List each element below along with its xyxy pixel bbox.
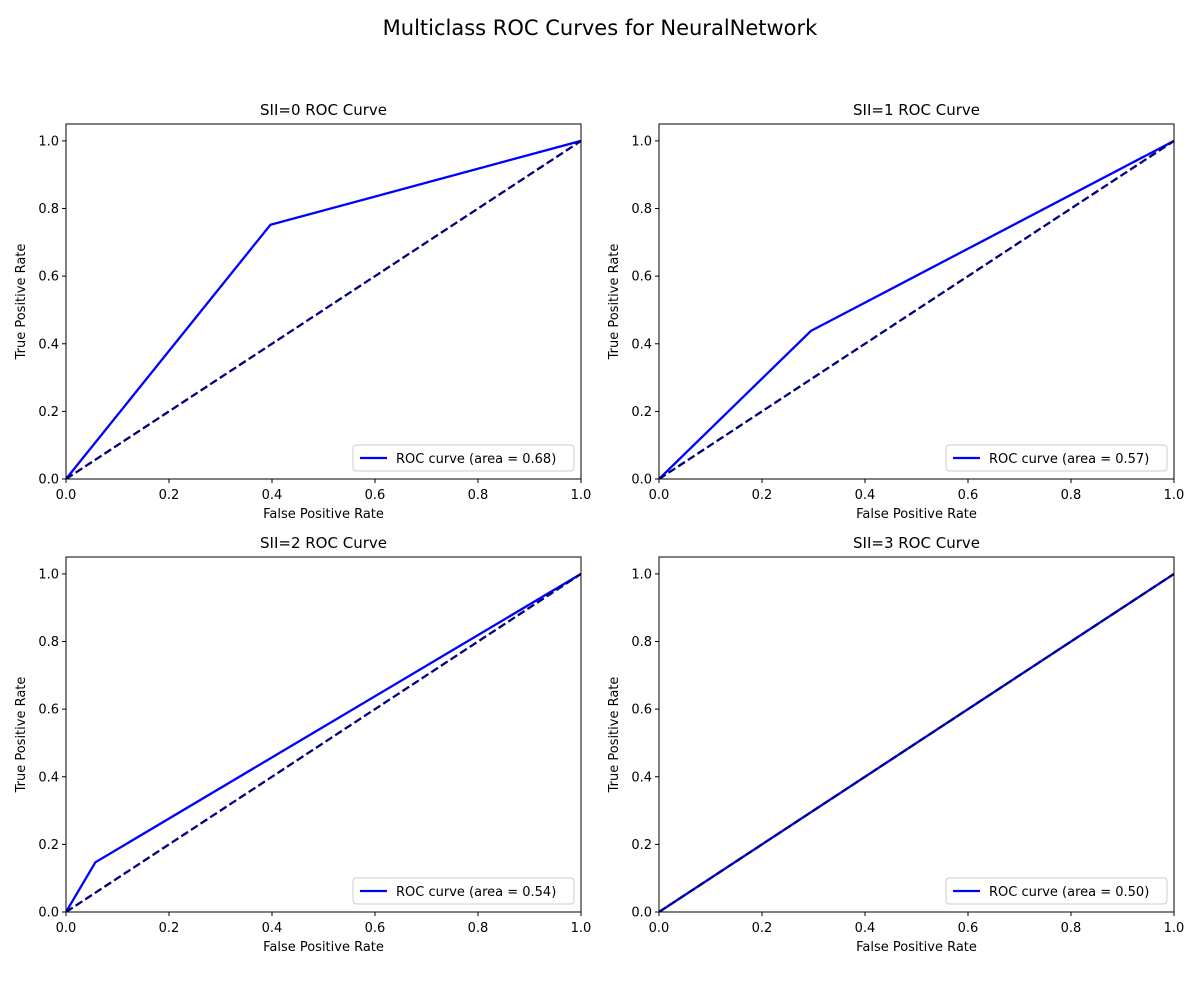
x-tick-label: 0.6 [958, 488, 979, 503]
y-tick-label: 1.0 [38, 567, 59, 582]
y-tick-label: 0.0 [631, 906, 652, 921]
x-tick-label: 0.4 [262, 921, 283, 936]
x-axis-label: False Positive Rate [856, 507, 977, 522]
x-tick-label: 0.0 [649, 488, 670, 503]
x-tick-label: 1.0 [571, 921, 592, 936]
y-tick-label: 0.8 [38, 202, 59, 217]
x-tick-label: 0.8 [1061, 921, 1082, 936]
x-tick-label: 1.0 [1164, 921, 1185, 936]
x-tick-label: 0.0 [56, 921, 77, 936]
figure-title: Multiclass ROC Curves for NeuralNetwork [382, 16, 818, 40]
subplot-title: SII=3 ROC Curve [853, 534, 980, 552]
legend-box [352, 877, 575, 905]
roc-curve-line [659, 139, 1174, 479]
y-axis-label: True Positive Rate [14, 244, 29, 361]
subplot-0: SII=0 ROC Curve 0.0 0.2 0.4 0.6 0.8 1.0 0.0 0.2 0… [14, 101, 591, 522]
chance-diagonal-line [66, 572, 581, 912]
x-tick-label: 0.2 [159, 488, 180, 503]
x-tick-label: 0.6 [365, 921, 386, 936]
y-tick-label: 0.0 [38, 906, 59, 921]
y-tick-label: 0.4 [38, 337, 59, 352]
roc-curve-line [66, 572, 581, 912]
y-tick-label: 0.0 [38, 473, 59, 488]
legend-label: ROC curve (area = 0.54) [396, 885, 556, 900]
y-tick-label: 0.2 [631, 405, 652, 420]
axes-frame [658, 556, 1175, 913]
legend-box [945, 444, 1168, 472]
x-tick-label: 0.8 [468, 488, 489, 503]
y-axis-label: True Positive Rate [607, 244, 622, 361]
y-tick-label: 1.0 [631, 134, 652, 149]
x-tick-label: 0.2 [752, 488, 773, 503]
legend-label: ROC curve (area = 0.68) [396, 452, 556, 467]
x-axis-label: False Positive Rate [263, 940, 384, 955]
chance-diagonal-line [659, 139, 1174, 479]
x-tick-label: 0.0 [649, 921, 670, 936]
axes-frame [65, 123, 582, 480]
x-tick-label: 1.0 [571, 488, 592, 503]
legend-box [352, 444, 575, 472]
x-tick-label: 0.8 [1061, 488, 1082, 503]
y-tick-label: 0.0 [631, 473, 652, 488]
subplot-title: SII=0 ROC Curve [260, 101, 387, 119]
x-tick-label: 0.8 [468, 921, 489, 936]
subplot-title: SII=1 ROC Curve [853, 101, 980, 119]
x-tick-label: 0.2 [159, 921, 180, 936]
y-axis-label: True Positive Rate [607, 677, 622, 794]
subplot-1: SII=1 ROC Curve 0.0 0.2 0.4 0.6 0.8 1.0 0.0 0.2 0… [607, 101, 1184, 522]
x-tick-label: 0.4 [855, 488, 876, 503]
y-tick-label: 0.6 [631, 703, 652, 718]
x-tick-label: 0.4 [262, 488, 283, 503]
y-tick-label: 0.8 [38, 635, 59, 650]
y-tick-label: 0.6 [38, 703, 59, 718]
y-tick-label: 0.6 [631, 270, 652, 285]
x-tick-label: 0.6 [365, 488, 386, 503]
chance-diagonal-line [66, 139, 581, 479]
y-tick-label: 0.4 [38, 770, 59, 785]
y-tick-label: 0.4 [631, 337, 652, 352]
x-tick-label: 0.2 [752, 921, 773, 936]
legend-box [945, 877, 1168, 905]
x-tick-label: 1.0 [1164, 488, 1185, 503]
x-axis-label: False Positive Rate [263, 507, 384, 522]
x-tick-label: 0.0 [56, 488, 77, 503]
y-tick-label: 0.2 [631, 838, 652, 853]
x-axis-label: False Positive Rate [856, 940, 977, 955]
y-tick-label: 1.0 [631, 567, 652, 582]
x-tick-label: 0.4 [855, 921, 876, 936]
subplot-3: SII=3 ROC Curve 0.0 0.2 0.4 0.6 0.8 1.0 0.0 0.2 0… [607, 534, 1184, 955]
axes-frame [65, 556, 582, 913]
y-tick-label: 0.4 [631, 770, 652, 785]
y-axis-label: True Positive Rate [14, 677, 29, 794]
subplot-2: SII=2 ROC Curve 0.0 0.2 0.4 0.6 0.8 1.0 0.0 0.2 0… [14, 534, 591, 955]
legend-label: ROC curve (area = 0.50) [989, 885, 1149, 900]
subplot-title: SII=2 ROC Curve [260, 534, 387, 552]
y-tick-label: 1.0 [38, 134, 59, 149]
axes-frame [658, 123, 1175, 480]
chance-diagonal-line [659, 572, 1174, 912]
y-tick-label: 0.2 [38, 405, 59, 420]
roc-curve-line [66, 139, 581, 479]
y-tick-label: 0.2 [38, 838, 59, 853]
y-tick-label: 0.8 [631, 635, 652, 650]
x-tick-label: 0.6 [958, 921, 979, 936]
y-tick-label: 0.8 [631, 202, 652, 217]
legend-label: ROC curve (area = 0.57) [989, 452, 1149, 467]
y-tick-label: 0.6 [38, 270, 59, 285]
